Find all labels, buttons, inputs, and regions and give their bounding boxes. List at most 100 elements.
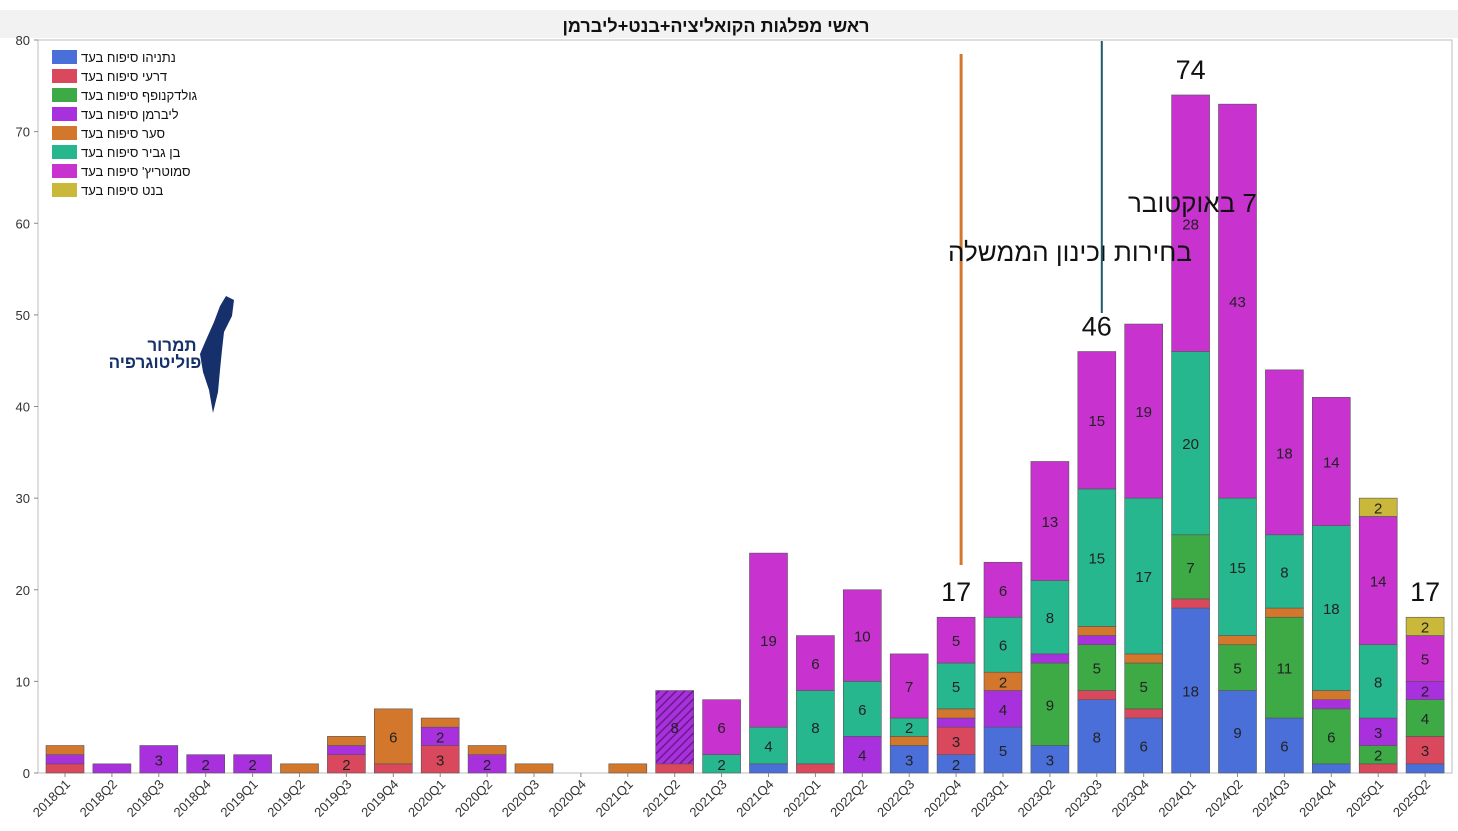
bar-segment <box>1312 525 1351 691</box>
bar-segment <box>889 653 929 719</box>
legend-label: בנט סיפוח בעד <box>81 183 164 198</box>
bar-segment <box>92 763 132 774</box>
bar-segment <box>1171 598 1210 609</box>
legend-label: סמוטריץ' סיפוח בעד <box>81 164 191 179</box>
x-tick-label: 2024Q3 <box>1249 777 1292 820</box>
y-tick-label: 10 <box>16 674 30 689</box>
bar-segment <box>514 763 554 774</box>
x-tick-label: 2022Q3 <box>874 777 917 820</box>
bar-segment <box>1077 626 1117 636</box>
legend-label: סער סיפוח בעד <box>81 126 165 141</box>
bar-value-label: 2 <box>248 757 256 774</box>
bar-segment <box>1218 644 1257 691</box>
bar-value-label: 18 <box>1182 684 1199 701</box>
bar-value-label: 6 <box>811 656 819 673</box>
bar-segment <box>1124 323 1163 499</box>
bar-segment <box>373 708 413 765</box>
bar-value-label: 6 <box>1280 739 1288 756</box>
bar-value-label: 8 <box>1046 610 1054 627</box>
bar-segment <box>796 690 835 765</box>
bar-segment <box>936 726 976 755</box>
bar-segment <box>45 763 85 774</box>
y-tick-label: 30 <box>16 491 30 506</box>
bar-total-label: 46 <box>1082 312 1112 342</box>
bar-value-label: 14 <box>1323 454 1340 471</box>
bars-group: 3 2 2 2632282641986461032723555426639813851… <box>45 94 1445 774</box>
bar-value-label: 13 <box>1042 514 1059 531</box>
bar-segment <box>1124 662 1163 710</box>
x-tick-label: 2023Q2 <box>1015 777 1058 820</box>
bar-segment <box>936 616 976 664</box>
bar-value-label: 19 <box>1135 404 1152 421</box>
bar-value-label: 5 <box>1233 661 1241 678</box>
bar-value-label: 2 <box>436 729 444 746</box>
bar-value-label: 6 <box>717 720 725 737</box>
x-tick-label: 2024Q2 <box>1202 777 1245 820</box>
bar-segment <box>1358 516 1398 646</box>
bar-segment <box>749 726 788 765</box>
bar-value-label: 28 <box>1182 216 1199 233</box>
bar-value-label: 4 <box>1421 711 1429 728</box>
bar-segment <box>373 763 413 774</box>
x-tick-label: 2022Q4 <box>921 777 964 820</box>
bar-segment <box>1030 745 1070 774</box>
bar-segment <box>1405 699 1445 737</box>
bar-value-label: 3 <box>436 752 444 769</box>
x-tick-label: 2020Q3 <box>499 777 542 820</box>
legend-swatch <box>52 126 77 140</box>
bar-segment <box>420 745 460 774</box>
israel-map-icon <box>200 296 234 413</box>
x-tick-label: 2018Q1 <box>30 777 73 820</box>
bar-total-label: 74 <box>1176 55 1206 85</box>
bar-value-label: 43 <box>1229 294 1246 311</box>
bar-value-label: 7 <box>905 679 913 696</box>
x-tick-label: 2021Q4 <box>733 777 776 820</box>
x-tick-label: 2024Q4 <box>1296 777 1339 820</box>
bar-segment <box>1265 616 1304 719</box>
bar-value-label: 18 <box>1323 601 1340 618</box>
bar-segment <box>796 763 835 774</box>
bar-segment <box>1030 653 1070 664</box>
x-tick-label: 2020Q2 <box>452 777 495 820</box>
legend-swatch <box>52 145 77 159</box>
bar-value-label: 18 <box>1276 445 1293 462</box>
bar-value-label: 5 <box>1140 679 1148 696</box>
x-tick-label: 2021Q2 <box>640 777 683 820</box>
bar-segment <box>608 763 648 774</box>
bar-segment <box>983 561 1023 618</box>
bar-segment <box>983 690 1023 728</box>
bar-value-label: 10 <box>854 629 871 646</box>
legend-label: גולדקנופף סיפוח בעד <box>81 88 198 103</box>
bar-value-label: 6 <box>1140 739 1148 756</box>
y-tick-label: 20 <box>16 583 30 598</box>
bar-segment <box>1171 534 1210 600</box>
bar-value-label: 6 <box>999 583 1007 600</box>
x-tick-label: 2021Q3 <box>686 777 729 820</box>
bar-value-label: 5 <box>1093 661 1101 678</box>
bar-segment <box>1077 699 1117 774</box>
y-axis: 0 10 20 30 40 50 60 70 80 <box>16 33 38 781</box>
chart-title: ראשי מפלגות הקואליציה+בנט+ליברמן <box>562 16 869 36</box>
bar-value-label: 6 <box>858 702 866 719</box>
bar-segment <box>1171 94 1210 352</box>
bar-value-label: 3 <box>1374 725 1382 742</box>
legend-label: בן גביר סיפוח בעד <box>81 145 181 160</box>
bar-segment <box>842 681 882 737</box>
bar-value-label: 3 <box>1046 752 1054 769</box>
bar-segment <box>1124 653 1163 664</box>
election-annotation: בחירות וכינון הממשלה <box>948 237 1192 267</box>
x-tick-label: 2022Q1 <box>780 777 823 820</box>
y-tick-label: 40 <box>16 400 30 415</box>
y-tick-label: 80 <box>16 33 30 48</box>
bar-segment <box>1265 369 1304 536</box>
bar-value-label: 4 <box>764 739 772 756</box>
bar-segment <box>1358 717 1398 746</box>
bar-value-label: 2 <box>999 674 1007 691</box>
legend-swatch <box>52 107 77 121</box>
bar-segment <box>1077 635 1117 646</box>
legend-swatch <box>52 183 77 197</box>
bar-value-label: 15 <box>1088 413 1105 430</box>
bar-segment <box>749 763 788 774</box>
bar-segment <box>983 726 1023 774</box>
